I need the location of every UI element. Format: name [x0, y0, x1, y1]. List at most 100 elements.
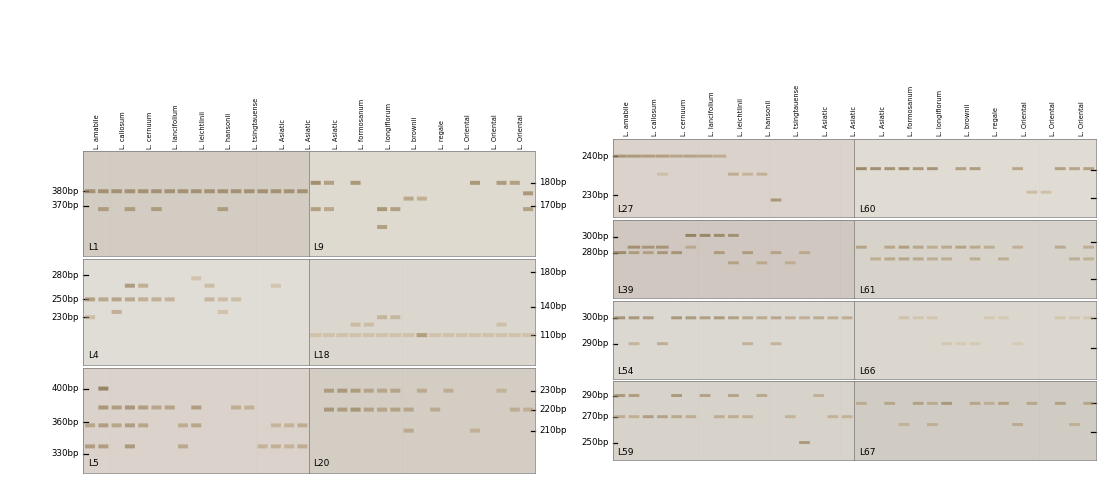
Text: L. lancifolium: L. lancifolium [709, 92, 715, 136]
FancyBboxPatch shape [613, 155, 627, 158]
Bar [177, 151, 189, 256]
FancyBboxPatch shape [138, 189, 148, 193]
Bar [229, 151, 243, 256]
FancyBboxPatch shape [671, 251, 682, 254]
Text: 140bp: 140bp [539, 302, 567, 311]
FancyBboxPatch shape [217, 207, 228, 211]
FancyBboxPatch shape [404, 196, 414, 200]
Text: 380bp: 380bp [52, 186, 79, 196]
Bar [1011, 301, 1024, 379]
FancyBboxPatch shape [509, 408, 519, 412]
Bar [897, 301, 910, 379]
FancyBboxPatch shape [884, 167, 895, 170]
Bar [1011, 381, 1024, 460]
Bar [203, 151, 215, 256]
Bar [940, 381, 953, 460]
FancyBboxPatch shape [615, 394, 625, 397]
Bar [770, 301, 783, 379]
FancyBboxPatch shape [509, 181, 519, 185]
FancyBboxPatch shape [271, 284, 281, 288]
Bar [614, 301, 626, 379]
FancyBboxPatch shape [377, 225, 388, 229]
Text: 230bp: 230bp [52, 313, 79, 322]
FancyBboxPatch shape [941, 342, 952, 345]
Bar [727, 220, 740, 298]
FancyBboxPatch shape [614, 251, 626, 254]
Bar [940, 301, 953, 379]
FancyBboxPatch shape [523, 207, 534, 211]
Bar [897, 139, 910, 217]
FancyBboxPatch shape [152, 207, 161, 211]
FancyBboxPatch shape [685, 234, 696, 237]
Text: L. formosanum: L. formosanum [908, 86, 914, 136]
Bar [755, 381, 769, 460]
Bar [614, 220, 626, 298]
Bar [997, 220, 1010, 298]
Bar [770, 381, 783, 460]
FancyBboxPatch shape [416, 333, 428, 337]
FancyBboxPatch shape [1055, 316, 1066, 319]
FancyBboxPatch shape [799, 251, 810, 254]
FancyBboxPatch shape [728, 234, 739, 237]
FancyBboxPatch shape [629, 394, 639, 397]
FancyBboxPatch shape [757, 261, 768, 264]
Bar [257, 151, 269, 256]
Bar [376, 151, 389, 256]
Bar [883, 220, 896, 298]
FancyBboxPatch shape [856, 246, 866, 248]
FancyBboxPatch shape [1084, 257, 1094, 260]
FancyBboxPatch shape [1069, 257, 1079, 260]
Text: L. longiflorum: L. longiflorum [385, 103, 392, 149]
FancyBboxPatch shape [628, 246, 640, 248]
Bar [1026, 381, 1039, 460]
FancyBboxPatch shape [898, 316, 909, 319]
Bar [911, 220, 925, 298]
FancyBboxPatch shape [390, 333, 401, 337]
FancyBboxPatch shape [496, 181, 506, 185]
FancyBboxPatch shape [430, 408, 440, 412]
Bar [429, 368, 441, 473]
Bar [83, 368, 97, 473]
FancyBboxPatch shape [1055, 167, 1066, 170]
FancyBboxPatch shape [417, 389, 427, 393]
Text: 370bp: 370bp [52, 201, 79, 210]
Text: L. Oriental: L. Oriental [1078, 102, 1085, 136]
Bar [911, 301, 925, 379]
FancyBboxPatch shape [912, 246, 923, 248]
FancyBboxPatch shape [231, 189, 242, 193]
FancyBboxPatch shape [323, 333, 335, 337]
FancyBboxPatch shape [1069, 316, 1079, 319]
FancyBboxPatch shape [642, 415, 653, 418]
Bar [698, 301, 712, 379]
Bar [137, 151, 149, 256]
Bar [713, 381, 726, 460]
Bar [798, 301, 811, 379]
Text: L. Asiatic: L. Asiatic [333, 119, 338, 149]
FancyBboxPatch shape [814, 394, 825, 397]
Bar [641, 381, 654, 460]
Bar [403, 259, 415, 365]
FancyBboxPatch shape [138, 284, 148, 288]
Bar [798, 381, 811, 460]
FancyBboxPatch shape [99, 406, 109, 410]
Bar [403, 368, 415, 473]
Text: L1: L1 [88, 243, 99, 252]
FancyBboxPatch shape [284, 424, 294, 428]
Bar [456, 151, 468, 256]
FancyBboxPatch shape [771, 342, 782, 345]
Bar [164, 151, 176, 256]
Bar [522, 368, 535, 473]
Bar [841, 220, 853, 298]
Bar [403, 151, 415, 256]
FancyBboxPatch shape [324, 408, 334, 412]
FancyBboxPatch shape [799, 441, 810, 444]
FancyBboxPatch shape [771, 316, 782, 319]
Bar [111, 368, 123, 473]
FancyBboxPatch shape [629, 251, 639, 254]
FancyBboxPatch shape [191, 424, 201, 428]
FancyBboxPatch shape [257, 189, 268, 193]
FancyBboxPatch shape [1027, 190, 1038, 193]
Bar [270, 151, 282, 256]
FancyBboxPatch shape [178, 424, 188, 428]
Bar [390, 151, 402, 256]
